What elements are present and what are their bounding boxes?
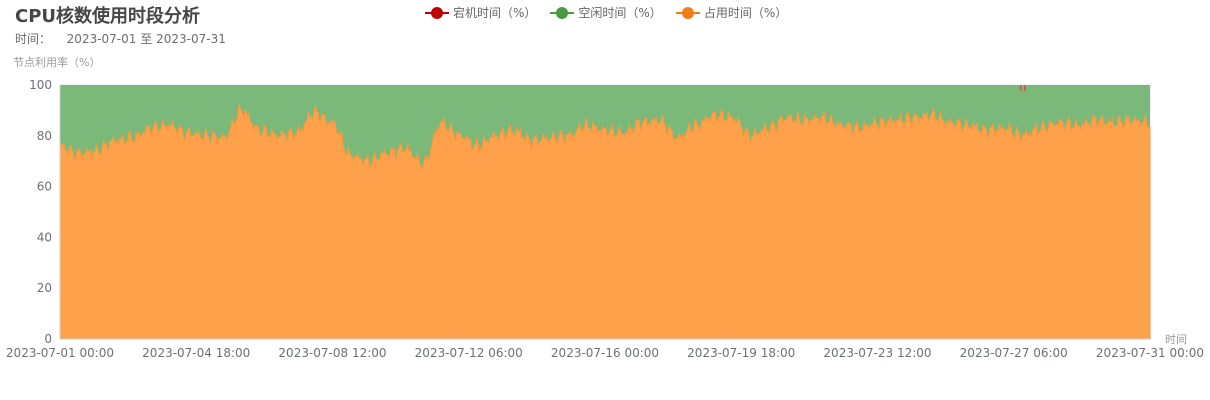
legend-label-down: 宕机时间（%） xyxy=(453,6,537,20)
x-tick-label: 2023-07-01 00:00 xyxy=(6,346,114,360)
x-axis-label: 时间 xyxy=(1165,333,1187,346)
legend-item-occupied[interactable]: 占用时间（%） xyxy=(675,4,788,21)
y-tick-label: 0 xyxy=(44,332,52,346)
x-tick-label: 2023-07-04 18:00 xyxy=(142,346,250,360)
y-tick-label: 60 xyxy=(37,180,52,194)
x-tick-label: 2023-07-16 00:00 xyxy=(551,346,659,360)
date-range-subtitle: 时间： 2023-07-01 至 2023-07-31 xyxy=(15,30,226,47)
date-range-connector: 至 xyxy=(140,32,153,46)
circle-line-marker-icon xyxy=(675,6,700,20)
y-tick-label: 40 xyxy=(37,230,52,244)
y-tick-label: 80 xyxy=(37,129,52,143)
x-tick-label: 2023-07-23 12:00 xyxy=(823,346,931,360)
date-range-label: 时间： xyxy=(15,32,52,46)
circle-line-marker-icon xyxy=(550,6,575,20)
chart-axes: 0 20 40 60 80 100 2023-07-01 00:00 2023-07-04 1… xyxy=(6,78,1204,360)
date-range-end: 2023-07-31 xyxy=(156,32,226,46)
x-tick-label: 2023-07-12 06:00 xyxy=(415,346,523,360)
legend-label-occupied: 占用时间（%） xyxy=(703,6,788,20)
page-title: CPU核数使用时段分析 xyxy=(15,6,201,27)
circle-line-marker-icon xyxy=(425,6,449,20)
date-range-start: 2023-07-01 xyxy=(66,32,137,46)
y-tick-label: 100 xyxy=(29,78,52,92)
y-axis-label: 节点利用率（%） xyxy=(13,55,100,69)
y-tick-label: 20 xyxy=(37,281,52,295)
x-tick-label: 2023-07-08 12:00 xyxy=(278,346,386,360)
x-tick-label: 2023-07-19 18:00 xyxy=(687,346,795,360)
down-markers xyxy=(1020,85,1026,91)
legend-item-down[interactable]: 宕机时间（%） xyxy=(425,4,536,21)
occupied-area xyxy=(59,103,1151,340)
x-tick-label: 2023-07-31 00:00 xyxy=(1096,346,1204,360)
legend-label-idle: 空闲时间（%） xyxy=(578,6,662,20)
x-tick-label: 2023-07-27 06:00 xyxy=(960,346,1068,360)
legend-item-idle[interactable]: 空闲时间（%） xyxy=(550,4,662,21)
idle-area xyxy=(60,85,1150,172)
chart-legend: 宕机时间（%） 空闲时间（%） 占用时间（%） xyxy=(425,4,787,21)
